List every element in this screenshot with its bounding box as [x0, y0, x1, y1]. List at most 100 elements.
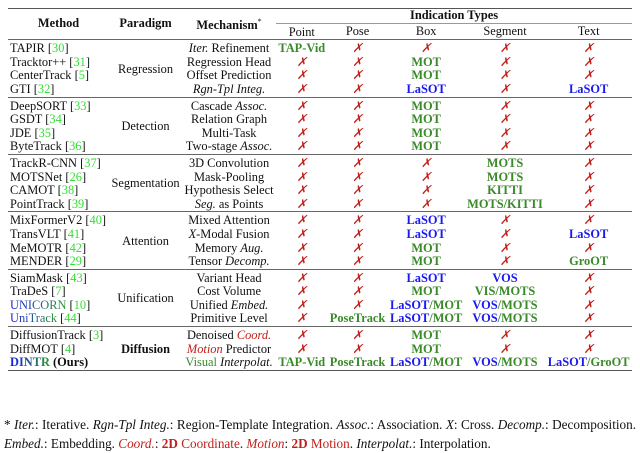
cross-icon: ✗ [352, 68, 363, 83]
cross-icon: ✗ [583, 68, 594, 83]
cell-pose: ✗ [327, 82, 387, 97]
method-cell: UNICORN [10] [10, 297, 91, 312]
cell-point: ✗ [276, 183, 327, 198]
cell-point: ✗ [276, 212, 327, 228]
citation: 38 [61, 183, 75, 198]
mechanism-cell: Hypothesis Select [182, 183, 276, 198]
method-name: UniTrack [10, 311, 58, 326]
cross-icon: ✗ [296, 54, 307, 69]
cell-pose: ✗ [327, 40, 387, 56]
method-cell: MENDER [29] [10, 254, 87, 269]
benchmark-label: VOS [472, 297, 498, 312]
cell-text: ✗ [545, 170, 632, 185]
footnote-part: Iter. [14, 417, 35, 432]
cell-pose: PoseTrack [327, 355, 387, 370]
footnote-part: : [284, 436, 292, 451]
mechanism-part: Predictor [222, 341, 272, 356]
cross-icon: ✗ [352, 98, 363, 113]
mechanism-part: Seg. [194, 196, 216, 211]
cross-icon: ✗ [352, 183, 363, 198]
cell-segment: VOS/MOTS [465, 297, 546, 313]
citation: 34 [49, 112, 62, 127]
benchmark-label: MOT [411, 54, 441, 69]
cross-icon: ✗ [583, 328, 594, 343]
mechanism-cell: Relation Graph [182, 112, 276, 127]
mechanism-part: Mixed Attention [188, 213, 270, 228]
cross-icon: ✗ [499, 226, 511, 241]
citation: 42 [69, 240, 82, 255]
citation: 29 [69, 254, 82, 269]
cross-icon: ✗ [499, 41, 511, 56]
mechanism-cell: Visual Interpolat. [182, 355, 276, 370]
benchmark-label: VIS/MOTS [474, 284, 536, 299]
method-cell: TAPIR [30] [10, 41, 69, 56]
cross-icon: ✗ [583, 139, 594, 154]
cell-point: ✗ [276, 54, 327, 70]
mechanism-part: Refinement [208, 41, 270, 56]
mechanism-part: Rgn-Tpl Integ. [192, 81, 266, 96]
table-row: DINTR (Ours) Visual Interpolat. TAP-Vid Pos… [8, 355, 632, 370]
benchmark-label: /MOT [429, 355, 463, 370]
mechanism-part: Aug. [240, 240, 264, 255]
cross-icon: ✗ [583, 125, 594, 140]
cross-icon: ✗ [296, 311, 307, 326]
cell-point: ✗ [276, 342, 327, 357]
cell-pose: ✗ [327, 298, 387, 313]
method-name: CAMOT [10, 183, 55, 198]
mechanism-cell: Denoised Coord. [182, 327, 276, 343]
citation: 43 [70, 270, 83, 285]
method-name: GSDT [10, 112, 43, 127]
cell-text: LaSOT/GroOT [545, 355, 632, 370]
benchmark-label: MOT [411, 139, 441, 154]
cross-icon: ✗ [499, 213, 511, 228]
method-cell: ByteTrack [36] [10, 139, 86, 154]
mechanism-cell: Mask-Pooling [182, 170, 276, 185]
cell-text: ✗ [545, 112, 632, 127]
cell-point: ✗ [276, 154, 327, 170]
method-name: ByteTrack [10, 139, 62, 154]
mechanism-part: Motion [186, 341, 223, 356]
method-name: GTI [10, 81, 31, 96]
method-name: TraDeS [10, 284, 49, 299]
method-name: PointTrack [10, 196, 65, 211]
citation: 4 [64, 341, 72, 356]
method-suffix: (Ours) [49, 355, 89, 370]
header-pose: Pose [345, 23, 370, 38]
table-row: ByteTrack [36] Two-stage Assoc. ✗ ✗ MOT ✗ ✗ [8, 139, 632, 154]
cross-icon: ✗ [352, 254, 363, 269]
mechanism-cell: Variant Head [182, 269, 276, 285]
cross-icon: ✗ [352, 41, 363, 56]
footnote-part: Assoc. [336, 417, 371, 432]
cross-icon: ✗ [583, 54, 594, 69]
mechanism-part: Variant Head [196, 270, 262, 285]
cell-segment: ✗ [465, 126, 546, 141]
mechanism-part: 3D Convolution [188, 155, 270, 170]
cell-pose: ✗ [327, 126, 387, 141]
cross-icon: ✗ [499, 240, 511, 255]
cell-pose: ✗ [327, 241, 387, 256]
method-name: SiamMask [10, 270, 64, 285]
header-box: Box [415, 23, 437, 38]
cell-point: ✗ [276, 170, 327, 185]
mechanism-cell: Tensor Decomp. [182, 254, 276, 269]
cross-icon: ✗ [352, 155, 363, 170]
cell-segment: ✗ [465, 254, 546, 269]
method-name: MixFormerV2 [10, 213, 83, 228]
cell-text: ✗ [545, 154, 632, 170]
mechanism-cell: 3D Convolution [182, 154, 276, 170]
mechanism-cell: Offset Prediction [182, 69, 276, 83]
cell-box: MOT [388, 327, 465, 343]
cross-icon: ✗ [296, 254, 307, 269]
method-cell: UniTrack [44] [10, 311, 81, 326]
cell-point: ✗ [276, 69, 327, 83]
table-row: MOTSNet [26] Mask-Pooling ✗ ✗ ✗ MOTS ✗ [8, 170, 632, 185]
table-row: UniTrack [44] Primitive Level ✗ PoseTrack La… [8, 312, 632, 326]
cross-icon: ✗ [583, 341, 594, 356]
citation: 39 [71, 196, 85, 211]
citation: 41 [67, 226, 81, 241]
cell-point: ✗ [276, 227, 327, 242]
method-cell: TraDeS [7] [10, 284, 66, 299]
mechanism-cell: Cascade Assoc. [182, 97, 276, 113]
cell-point: ✗ [276, 298, 327, 313]
benchmark-label: /MOT [429, 297, 463, 312]
